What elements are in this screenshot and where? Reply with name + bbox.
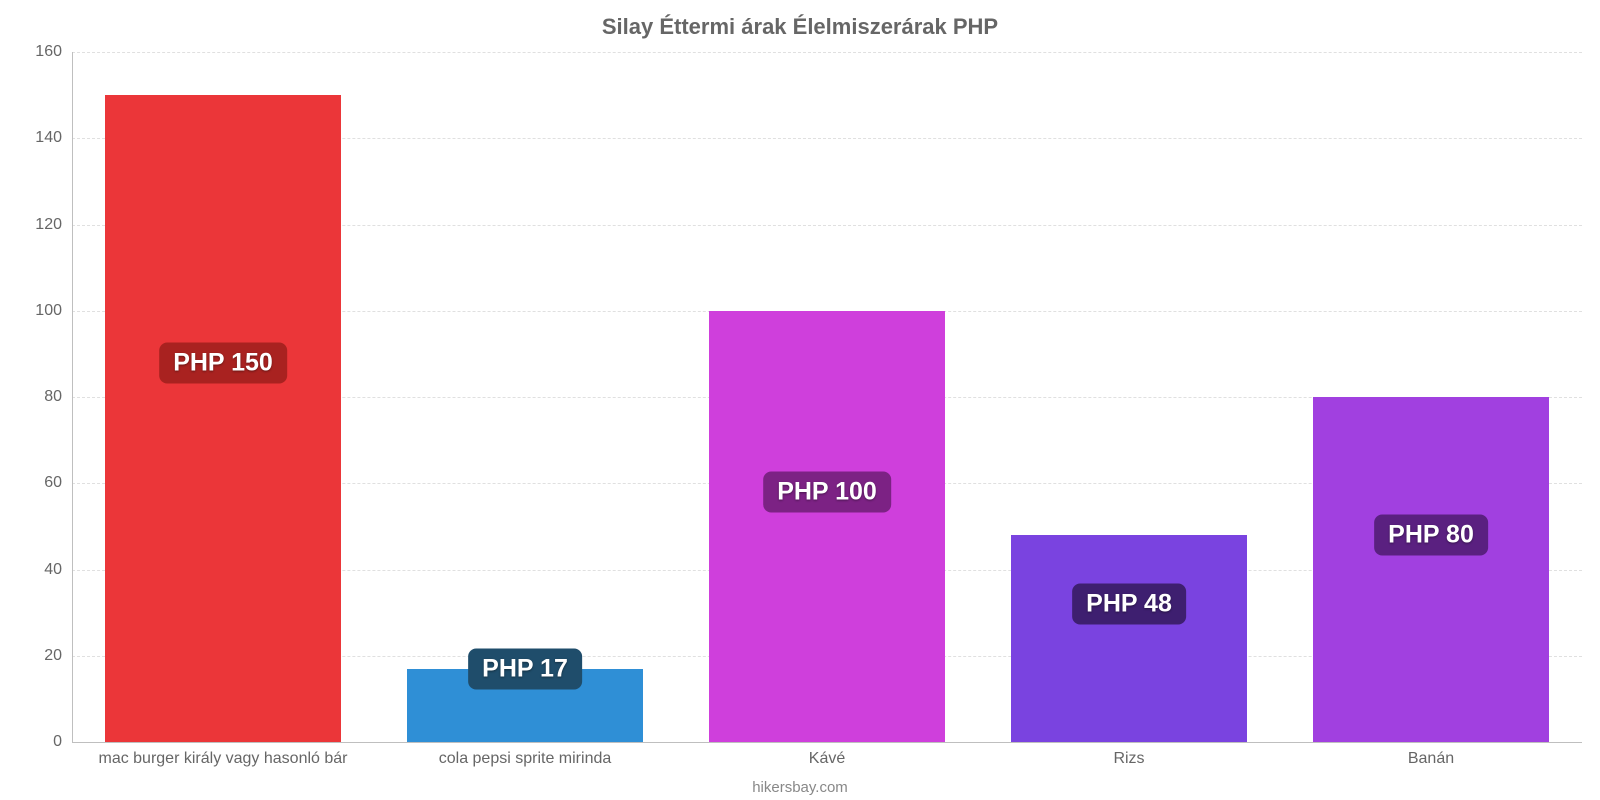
y-tick-label: 160 (12, 43, 62, 61)
y-tick-label: 0 (12, 733, 62, 751)
value-badge: PHP 100 (763, 471, 891, 512)
value-badge: PHP 150 (159, 342, 287, 383)
bar (105, 95, 341, 742)
bar (709, 311, 945, 742)
x-tick-label: Rizs (978, 750, 1280, 768)
y-tick-label: 60 (12, 474, 62, 492)
chart-container: Silay Éttermi árak Élelmiszerárak PHP 02… (0, 0, 1600, 800)
x-tick-label: cola pepsi sprite mirinda (374, 750, 676, 768)
grid-line (72, 52, 1582, 53)
y-tick-label: 20 (12, 647, 62, 665)
y-axis (72, 52, 73, 742)
bar (1011, 535, 1247, 742)
chart-title: Silay Éttermi árak Élelmiszerárak PHP (0, 14, 1600, 40)
value-badge: PHP 80 (1374, 515, 1488, 556)
y-tick-label: 80 (12, 388, 62, 406)
x-tick-label: Kávé (676, 750, 978, 768)
value-badge: PHP 48 (1072, 584, 1186, 625)
y-tick-label: 100 (12, 302, 62, 320)
y-tick-label: 40 (12, 561, 62, 579)
plot-area: 020406080100120140160mac burger király v… (72, 52, 1582, 742)
y-tick-label: 140 (12, 129, 62, 147)
chart-footer: hikersbay.com (0, 779, 1600, 796)
y-tick-label: 120 (12, 216, 62, 234)
x-axis (72, 742, 1582, 743)
value-badge: PHP 17 (468, 648, 582, 689)
bar (1313, 397, 1549, 742)
x-tick-label: mac burger király vagy hasonló bár (72, 750, 374, 768)
x-tick-label: Banán (1280, 750, 1582, 768)
